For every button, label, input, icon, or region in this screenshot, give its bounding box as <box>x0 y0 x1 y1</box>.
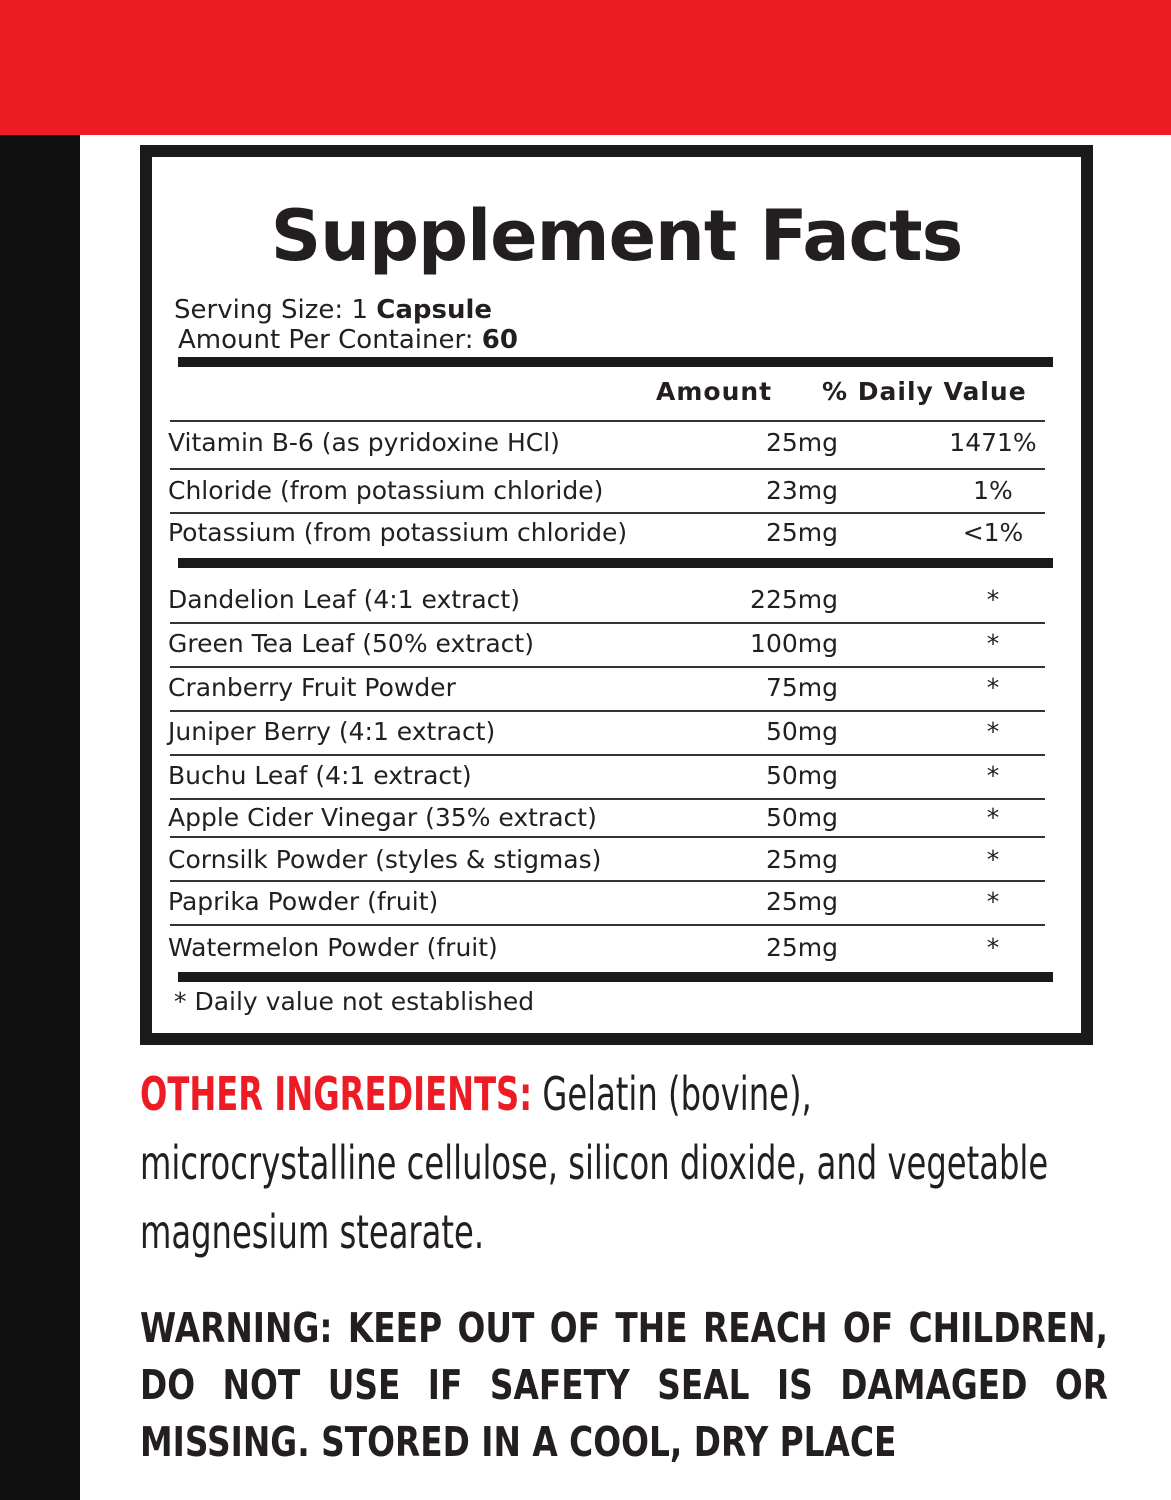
divider <box>170 512 1045 514</box>
nutrient-name: Buchu Leaf (4:1 extract) <box>168 761 472 790</box>
nutrient-amount: 50mg <box>765 717 838 746</box>
nutrient-row: Cranberry Fruit Powder 75mg * <box>168 668 1068 708</box>
supplement-facts-panel: Supplement Facts Serving Size: 1 Capsule… <box>140 145 1093 1045</box>
nutrient-name: Vitamin B-6 (as pyridoxine HCl) <box>168 428 560 457</box>
divider <box>170 420 1045 422</box>
serving-size: Serving Size: 1 Capsule <box>174 295 492 325</box>
nutrient-row: Chloride (from potassium chloride) 23mg 1% <box>168 471 1068 511</box>
container-amount: Amount Per Container: 60 <box>178 325 518 355</box>
container-value: 60 <box>481 325 518 355</box>
nutrient-amount: 50mg <box>765 803 838 832</box>
nutrient-daily-value: 1471% <box>949 428 1037 457</box>
other-ingredients-label: OTHER INGREDIENTS: <box>140 1067 533 1121</box>
nutrient-row: Watermelon Powder (fruit) 25mg * <box>168 928 1068 968</box>
nutrient-row: Dandelion Leaf (4:1 extract) 225mg * <box>168 580 1068 620</box>
nutrient-row: Apple Cider Vinegar (35% extract) 50mg * <box>168 798 1068 838</box>
nutrient-amount: 100mg <box>750 629 838 658</box>
nutrient-amount: 25mg <box>765 428 838 457</box>
nutrient-row: Buchu Leaf (4:1 extract) 50mg * <box>168 756 1068 796</box>
nutrient-name: Watermelon Powder (fruit) <box>168 933 498 962</box>
nutrient-daily-value: * <box>986 887 1000 916</box>
nutrient-row: Green Tea Leaf (50% extract) 100mg * <box>168 624 1068 664</box>
nutrient-amount: 25mg <box>765 518 838 547</box>
divider <box>170 666 1045 668</box>
other-ingredients: OTHER INGREDIENTS: Gelatin (bovine), mic… <box>140 1060 1050 1267</box>
divider-thick <box>178 972 1053 982</box>
divider <box>170 836 1045 838</box>
nutrient-daily-value: * <box>986 673 1000 702</box>
divider <box>170 710 1045 712</box>
facts-title: Supplement Facts <box>270 195 964 277</box>
nutrient-row: Cornsilk Powder (styles & stigmas) 25mg * <box>168 840 1068 880</box>
nutrient-name: Dandelion Leaf (4:1 extract) <box>168 585 520 614</box>
nutrient-name: Cornsilk Powder (styles & stigmas) <box>168 845 602 874</box>
divider <box>170 924 1045 926</box>
nutrient-amount: 225mg <box>750 585 838 614</box>
nutrient-name: Cranberry Fruit Powder <box>168 673 456 702</box>
nutrient-name: Apple Cider Vinegar (35% extract) <box>168 803 597 832</box>
nutrient-amount: 75mg <box>765 673 838 702</box>
column-header-amount: Amount <box>656 377 773 406</box>
nutrient-amount: 25mg <box>765 887 838 916</box>
nutrient-name: Juniper Berry (4:1 extract) <box>168 717 496 746</box>
nutrient-row: Vitamin B-6 (as pyridoxine HCl) 25mg 1471% <box>168 423 1068 463</box>
nutrient-daily-value: * <box>986 717 1000 746</box>
nutrient-row: Paprika Powder (fruit) 25mg * <box>168 882 1068 922</box>
serving-value: Capsule <box>376 295 493 325</box>
nutrient-daily-value: * <box>986 629 1000 658</box>
warning-text: WARNING: KEEP OUT OF THE REACH OF CHILDR… <box>140 1304 1108 1466</box>
nutrient-name: Potassium (from potassium chloride) <box>168 518 628 547</box>
nutrient-row: Potassium (from potassium chloride) 25mg <… <box>168 513 1068 553</box>
divider <box>170 468 1045 470</box>
serving-label: Serving Size: 1 <box>174 295 377 325</box>
divider <box>170 622 1045 624</box>
nutrient-daily-value: * <box>986 585 1000 614</box>
divider <box>170 880 1045 882</box>
footnote: * Daily value not established <box>174 987 535 1016</box>
nutrient-name: Paprika Powder (fruit) <box>168 887 439 916</box>
nutrient-daily-value: * <box>986 845 1000 874</box>
nutrient-name: Green Tea Leaf (50% extract) <box>168 629 534 658</box>
top-red-band <box>0 0 1171 135</box>
nutrient-row: Juniper Berry (4:1 extract) 50mg * <box>168 712 1068 752</box>
divider <box>170 754 1045 756</box>
nutrient-daily-value: 1% <box>973 476 1013 505</box>
other-ingredients-text: Gelatin (bovine), microcrystalline cellu… <box>140 1067 1049 1259</box>
nutrient-amount: 25mg <box>765 933 838 962</box>
nutrient-amount: 25mg <box>765 845 838 874</box>
nutrient-amount: 50mg <box>765 761 838 790</box>
column-header-daily-value: % Daily Value <box>822 377 1027 406</box>
nutrient-daily-value: * <box>986 933 1000 962</box>
nutrient-daily-value: * <box>986 803 1000 832</box>
left-black-strip <box>0 135 80 1500</box>
divider-thick <box>178 558 1053 568</box>
nutrient-daily-value: * <box>986 761 1000 790</box>
nutrient-name: Chloride (from potassium chloride) <box>168 476 604 505</box>
container-label: Amount Per Container: <box>178 325 482 355</box>
divider <box>170 798 1045 800</box>
divider-thick <box>178 357 1053 367</box>
nutrient-daily-value: <1% <box>962 518 1024 547</box>
nutrient-amount: 23mg <box>765 476 838 505</box>
